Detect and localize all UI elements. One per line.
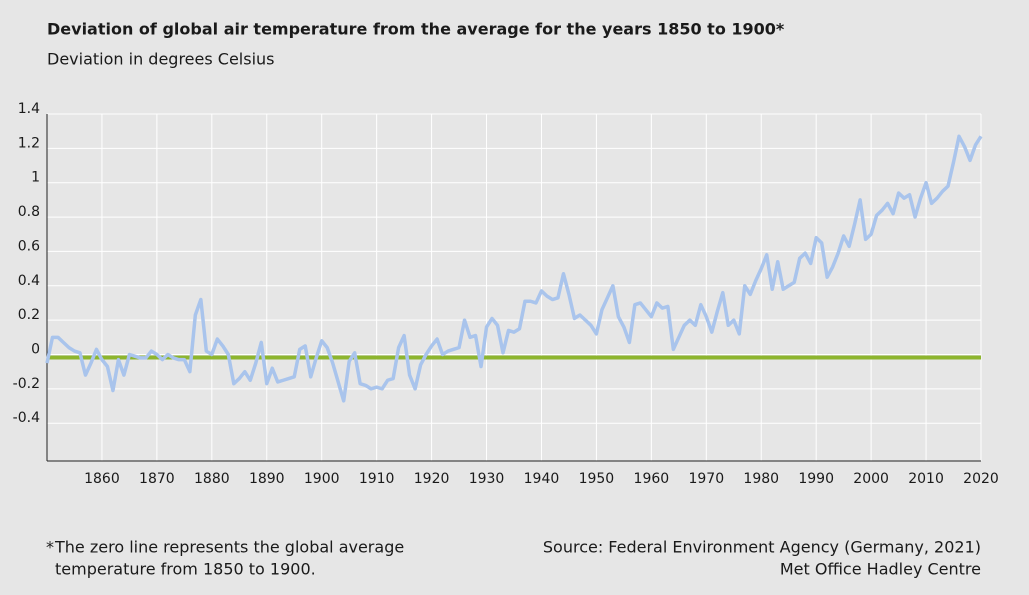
x-tick-label: 1920 (414, 471, 450, 487)
plot-area: 1.4 1.2 1 0.8 0.6 0.4 0.2 0 -0.2 -0.4 1860 1870 1880… (13, 101, 999, 487)
x-tick-label: 1970 (688, 471, 724, 487)
x-tick-label: 1960 (634, 471, 670, 487)
x-tick-label: 1900 (304, 471, 340, 487)
x-tick-label: 1950 (579, 471, 615, 487)
y-tick-label: 0.6 (18, 238, 40, 254)
source: Source: Federal Environment Agency (Germ… (543, 538, 981, 557)
y-tick-label: 0.8 (18, 204, 40, 220)
x-tick-label: 1930 (469, 471, 505, 487)
x-tick-label: 2010 (908, 471, 944, 487)
y-tick-label: 0 (31, 341, 40, 357)
y-tick-label: 1 (31, 170, 40, 186)
source: Met Office Hadley Centre (780, 560, 981, 579)
y-tick-label: -0.2 (13, 376, 40, 392)
x-tick-label: 1860 (84, 471, 120, 487)
footnote: temperature from 1850 to 1900. (55, 560, 316, 579)
data-line (45, 134, 983, 403)
x-tick-label: 2020 (963, 471, 999, 487)
footnote: The zero line represents the global aver… (54, 538, 404, 557)
x-tick-label: 1890 (249, 471, 285, 487)
x-tick-label: 1980 (743, 471, 779, 487)
x-tick-label: 1870 (139, 471, 175, 487)
x-tick-label: 1880 (194, 471, 230, 487)
chart-title: Deviation of global air temperature from… (47, 20, 785, 39)
x-tick-label: 1990 (798, 471, 834, 487)
y-tick-label: -0.4 (13, 410, 40, 426)
x-tick-label: 2000 (853, 471, 889, 487)
y-tick-label: 1.2 (18, 135, 40, 151)
y-tick-label: 0.2 (18, 307, 40, 323)
footnote-marker: * (46, 538, 54, 557)
x-tick-label: 1940 (524, 471, 560, 487)
y-tick-label: 0.4 (18, 273, 40, 289)
x-tick-label: 1910 (359, 471, 395, 487)
y-tick-label: 1.4 (18, 101, 40, 117)
chart-subtitle: Deviation in degrees Celsius (47, 50, 275, 69)
